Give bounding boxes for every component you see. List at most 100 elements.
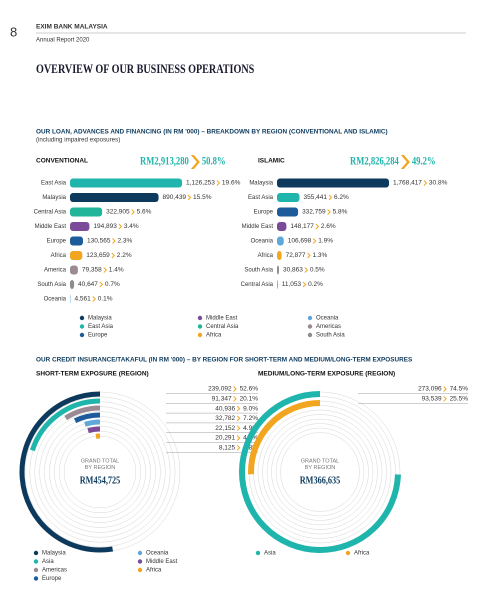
legend-swatch [308, 324, 312, 328]
legend-label: Americas [42, 568, 67, 574]
chevron [424, 181, 427, 186]
ring-track [40, 412, 161, 533]
bar [277, 266, 279, 275]
value-label: 1,126,253 [186, 180, 215, 187]
ring-track [281, 433, 360, 512]
legend-swatch [34, 559, 38, 563]
share-label: 0.7% [105, 281, 120, 288]
value-label: 11,053 [282, 281, 302, 288]
center-total: RM454,725 [80, 474, 121, 486]
value-label: 194,893 [93, 223, 117, 230]
legend-label: Americas [316, 324, 341, 330]
bar [277, 179, 389, 188]
legend-swatch [34, 568, 38, 572]
category-label: South Asia [244, 268, 273, 274]
legend-label: Malaysia [88, 316, 112, 322]
value-label: 79,358 [82, 267, 102, 274]
bar [70, 251, 82, 260]
chevron [444, 387, 447, 392]
section-title: OUR CREDIT INSURANCE/TAKAFUL (IN RM '000… [36, 357, 413, 364]
share-label: 30.8% [429, 180, 448, 187]
bar [277, 237, 284, 246]
legend-label: Malaysia [42, 551, 66, 557]
share-label: 74.5% [450, 386, 469, 393]
legend-label: Europe [88, 333, 108, 339]
center-total: RM366,635 [300, 474, 341, 486]
share-label: 7.2% [243, 415, 258, 422]
ring-arc [242, 394, 398, 550]
section-note: (including impaired exposures) [36, 137, 120, 144]
total-share: 50.8% [202, 156, 226, 169]
legend-swatch [34, 576, 38, 580]
category-label: Europe [254, 210, 274, 216]
legend-label: Middle East [206, 316, 238, 322]
center-label: BY REGION [305, 465, 335, 471]
share-label: 0.1% [98, 296, 113, 303]
category-label: East Asia [248, 195, 274, 201]
chevron [93, 297, 96, 302]
chevron [104, 268, 107, 273]
legend-label: Africa [146, 568, 162, 574]
org-name: EXIM BANK MALAYSIA [36, 24, 108, 31]
legend-swatch [138, 559, 142, 563]
category-label: South Asia [37, 282, 66, 288]
category-label: Africa [258, 253, 274, 259]
total-chevron [191, 155, 200, 169]
ring-track [59, 431, 141, 513]
section-title: OUR LOAN, ADVANCES AND FINANCING (IN RM … [36, 129, 388, 136]
legend-swatch [80, 324, 84, 328]
chevron [444, 396, 447, 401]
bar [70, 237, 83, 246]
chevron [188, 195, 191, 200]
report-name: Annual Report 2020 [36, 38, 90, 44]
total-chevron [401, 155, 410, 169]
category-label: Malaysia [42, 195, 66, 201]
page-number: 8 [10, 24, 17, 39]
share-label: 1.4% [109, 267, 124, 274]
ring-track [54, 426, 145, 517]
legend-swatch [256, 551, 260, 555]
legend-label: Middle East [146, 559, 178, 565]
value-label: 355,441 [304, 194, 328, 201]
bar [70, 266, 78, 275]
value-label: 4,561 [74, 296, 91, 303]
ring-track [263, 415, 378, 530]
legend-label: Asia [264, 551, 276, 557]
ring-track [267, 419, 373, 525]
bar [277, 251, 282, 260]
category-label: Middle East [242, 224, 274, 230]
share-label: 0.5% [310, 267, 325, 274]
legend-swatch [308, 316, 312, 320]
legend-label: Oceania [316, 316, 339, 322]
legend-label: South Asia [316, 333, 345, 339]
share-label: 2.3% [117, 238, 132, 245]
chart-subtitle: MEDIUM/LONG-TERM EXPOSURE (REGION) [258, 371, 395, 378]
legend-label: Central Asia [206, 324, 239, 330]
share-label: 25.5% [450, 396, 469, 403]
ring-track [272, 424, 369, 521]
ring-arc [85, 422, 100, 424]
category-label: Oceania [44, 297, 67, 303]
legend-label: East Asia [88, 324, 114, 330]
legend-label: Oceania [146, 551, 169, 557]
bar [70, 280, 74, 289]
share-label: 0.2% [308, 281, 323, 288]
value-label: 93,539 [422, 396, 442, 403]
center-label: GRAND TOTAL [301, 458, 340, 464]
legend-label: Africa [354, 551, 370, 557]
share-label: 52.6% [240, 386, 259, 393]
bar [70, 222, 89, 231]
chevron [328, 210, 331, 215]
value-label: 332,759 [302, 209, 326, 216]
legend-swatch [198, 316, 202, 320]
chart-subtitle: CONVENTIONAL [36, 158, 88, 165]
ring-arc [88, 429, 100, 431]
value-label: 72,877 [286, 252, 306, 259]
legend-swatch [138, 568, 142, 572]
share-label: 1.3% [313, 252, 328, 259]
legend-swatch [80, 333, 84, 337]
chevron [112, 253, 115, 258]
category-label: Africa [51, 253, 67, 259]
legend-swatch [308, 333, 312, 337]
category-label: Central Asia [34, 210, 67, 216]
